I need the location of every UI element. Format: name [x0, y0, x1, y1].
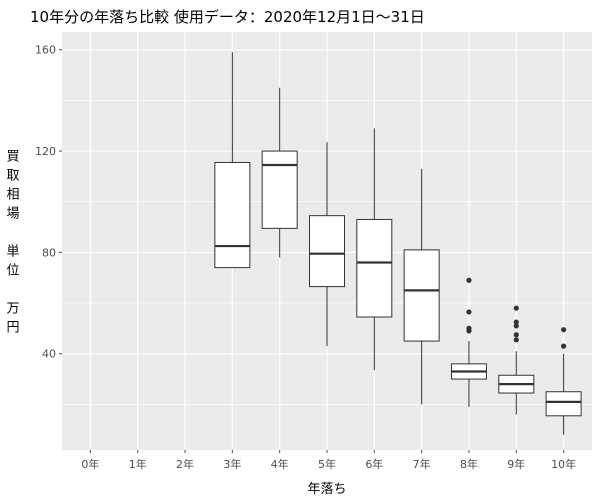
y-tick-label: 80	[42, 246, 56, 259]
y-axis-title-char: 単	[6, 244, 19, 260]
outlier-point	[513, 305, 519, 311]
outlier-point	[513, 319, 519, 325]
box-iqr	[545, 391, 582, 417]
box-iqr	[261, 150, 298, 229]
box-iqr	[214, 161, 251, 269]
x-tick-label: 2年	[176, 457, 194, 471]
y-axis-title-char: 円	[6, 321, 19, 336]
outlier-point	[466, 325, 472, 331]
x-tick-label: 3年	[223, 457, 241, 471]
y-axis-title-char: 場	[6, 207, 19, 222]
x-tick-label: 6年	[365, 457, 383, 471]
x-tick-label: 1年	[129, 457, 147, 471]
box-iqr	[309, 215, 345, 288]
outlier-point	[513, 332, 519, 338]
y-axis: 40 80 120 160	[35, 44, 62, 361]
y-tick-label: 120	[35, 145, 56, 158]
outlier-point	[513, 323, 519, 329]
box-iqr	[403, 249, 440, 342]
x-axis-title: 年落ち	[307, 482, 346, 497]
outlier-point	[466, 277, 472, 283]
x-axis: 0年 1年 2年 3年 4年 5年 6年 7年 8年 9年 10年	[81, 450, 576, 471]
y-axis-title-char: 取	[6, 169, 19, 184]
outlier-point	[561, 327, 567, 333]
x-tick-label: 5年	[318, 457, 336, 471]
boxes-layer	[214, 52, 582, 435]
x-tick-label: 10年	[551, 457, 576, 471]
x-tick-label: 4年	[271, 457, 289, 471]
y-axis-title-char: 位	[6, 264, 19, 279]
y-axis-title-char: 買	[6, 150, 19, 165]
x-tick-label: 8年	[460, 457, 478, 471]
y-axis-title-char: 相	[6, 188, 19, 203]
chart-title: 10年分の年落ち比較 使用データ：2020年12月1日～31日	[30, 8, 425, 26]
box-iqr	[356, 218, 393, 318]
y-tick-label: 160	[35, 44, 56, 57]
x-tick-label: 0年	[81, 457, 99, 471]
y-axis-title-char: 万	[6, 302, 19, 317]
outlier-point	[561, 343, 567, 349]
outlier-point	[466, 309, 472, 315]
outlier-point	[513, 337, 519, 343]
x-tick-label: 9年	[507, 457, 525, 471]
x-tick-label: 7年	[413, 457, 431, 471]
y-tick-label: 40	[42, 348, 56, 361]
